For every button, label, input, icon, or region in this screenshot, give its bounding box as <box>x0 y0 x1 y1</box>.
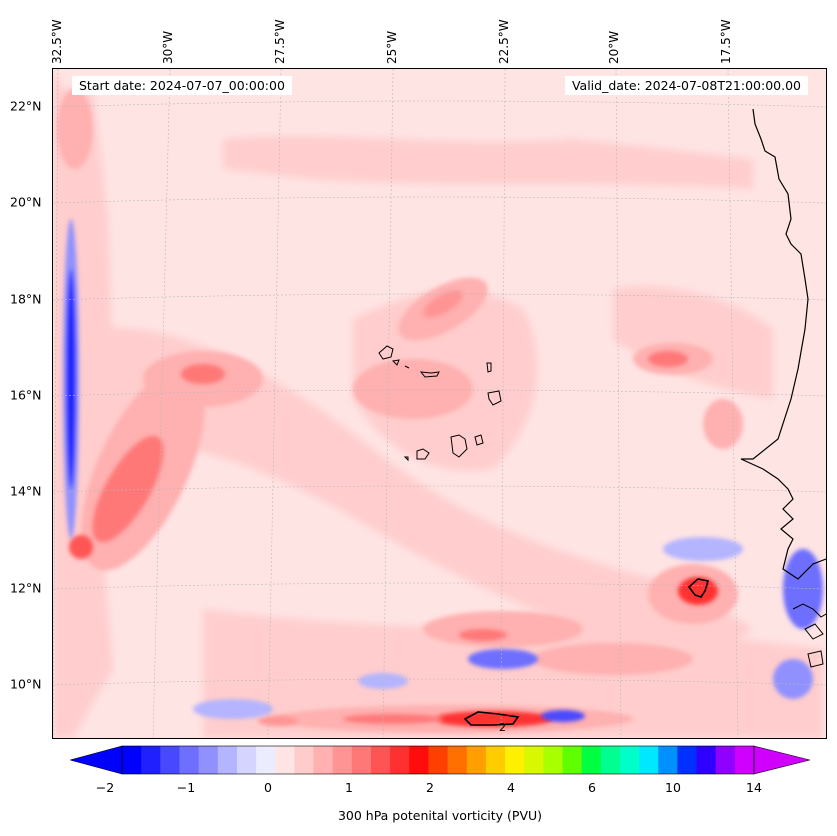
pv-core-16n <box>181 364 225 384</box>
colorbar-cell <box>524 746 544 774</box>
cbar-tick-4: 4 <box>507 780 515 795</box>
pv-negative-west-core <box>66 269 76 489</box>
map-panel: 2 <box>52 68 827 739</box>
valid-date-label: Valid_date: 2024-07-08T21:00:00.00 <box>564 76 808 95</box>
colorbar-cell <box>447 746 468 774</box>
colorbar-cell <box>485 746 506 774</box>
colorbar-cells <box>122 746 755 774</box>
colorbar-extend-high <box>753 745 810 775</box>
pv-negative-12n <box>663 537 743 561</box>
cbar-tick-2: 2 <box>426 780 434 795</box>
colorbar-cell <box>313 746 334 774</box>
pv-core-11n <box>459 629 507 641</box>
colorbar <box>70 745 810 775</box>
pv-core-south <box>433 711 553 727</box>
colorbar-cell <box>658 746 678 774</box>
colorbar-extend-low <box>70 745 123 775</box>
pv-band-northeast <box>613 286 773 399</box>
lon-label-32-5w: 32.5°W <box>50 19 64 64</box>
colorbar-cell <box>141 746 161 774</box>
colorbar-cell <box>677 746 698 774</box>
pv-core-12n <box>678 577 718 605</box>
cbar-tick-0: 0 <box>264 780 272 795</box>
contour-label-2: 2 <box>499 721 506 734</box>
colorbar-cell <box>696 746 717 774</box>
pv-core-13n <box>69 535 93 559</box>
cbar-tick-neg2: −2 <box>95 780 115 795</box>
pv-band-south <box>203 609 823 738</box>
lat-label-16n: 16°N <box>10 387 42 403</box>
colorbar-cell <box>390 746 410 774</box>
colorbar-cell <box>370 746 391 774</box>
colorbar-cell <box>466 746 487 774</box>
pv-contour-2pvu-south <box>463 711 520 726</box>
colorbar-cell <box>505 746 525 774</box>
colorbar-cell <box>734 746 755 774</box>
cbar-tick-14: 14 <box>746 780 762 795</box>
pv-negative-10n-b <box>358 673 408 689</box>
pv-blob-south-b <box>533 643 693 675</box>
lon-label-20w: 20°W <box>607 30 621 64</box>
lon-label-25w: 25°W <box>385 30 399 64</box>
colorbar-cell <box>160 746 180 774</box>
lat-label-14n: 14°N <box>10 483 42 499</box>
graticule <box>53 69 826 738</box>
colorbar-cell <box>332 746 353 774</box>
colorbar-cell <box>351 746 372 774</box>
pv-core-cape <box>423 290 463 318</box>
colorbar-cell <box>217 746 238 774</box>
colorbar-cell <box>409 746 429 774</box>
pv-negative-sw <box>193 699 273 719</box>
colorbar-cell <box>236 746 257 774</box>
coast-islands-12n <box>792 603 826 668</box>
pv-negative-se <box>773 659 813 699</box>
pv-blob-cape-centre <box>353 359 473 419</box>
africa-coastline <box>740 108 826 580</box>
lat-label-18n: 18°N <box>10 291 42 307</box>
colorbar-outline <box>121 745 755 775</box>
cape-verde-islands <box>378 345 502 462</box>
pv-blob-east-15n <box>703 399 743 449</box>
colorbar-cell <box>639 746 659 774</box>
pv-blob-west-north <box>57 89 93 169</box>
lat-label-10n: 10°N <box>10 676 42 692</box>
lon-label-22-5w: 22.5°W <box>497 19 511 64</box>
lon-label-27-5w: 27.5°W <box>273 19 287 64</box>
lat-label-22n: 22°N <box>10 98 42 114</box>
colorbar-cell <box>619 746 640 774</box>
pv-negative-9n <box>541 710 585 722</box>
cbar-tick-1: 1 <box>345 780 353 795</box>
colorbar-cell <box>543 746 563 774</box>
pv-negative-10n-a <box>468 649 538 669</box>
pv-core-east <box>648 351 688 367</box>
cbar-tick-6: 6 <box>588 780 596 795</box>
colorbar-cell <box>256 746 276 774</box>
colorbar-cell <box>294 746 315 774</box>
start-date-label: Start date: 2024-07-07_00:00:00 <box>72 76 292 95</box>
pv-contour-map: 2 <box>53 69 826 738</box>
pv-core-south-far <box>258 716 298 726</box>
cbar-tick-neg1: −1 <box>176 780 196 795</box>
colorbar-cell <box>562 746 583 774</box>
lon-label-30w: 30°W <box>161 30 175 64</box>
colorbar-cell <box>275 746 295 774</box>
pv-contour-2pvu-12n <box>687 578 710 598</box>
colorbar-cell <box>428 746 449 774</box>
colorbar-cell <box>122 746 142 774</box>
colorbar-title: 300 hPa potenital vorticity (PVU) <box>337 808 543 823</box>
colorbar-cell <box>600 746 621 774</box>
colorbar-cell <box>581 746 602 774</box>
pv-blob-south-a <box>423 611 583 647</box>
lat-label-12n: 12°N <box>10 580 42 596</box>
colorbar-cell <box>198 746 219 774</box>
lat-label-20n: 20°N <box>10 194 42 210</box>
pv-core-14n <box>92 435 164 543</box>
pv-band-north <box>223 136 753 189</box>
colorbar-cell <box>715 746 736 774</box>
pv-core-south-west <box>343 714 443 724</box>
colorbar-cell <box>179 746 200 774</box>
cbar-tick-10: 10 <box>665 780 681 795</box>
pv-band-diagonal <box>93 327 753 669</box>
lon-label-17-5w: 17.5°W <box>719 19 733 64</box>
